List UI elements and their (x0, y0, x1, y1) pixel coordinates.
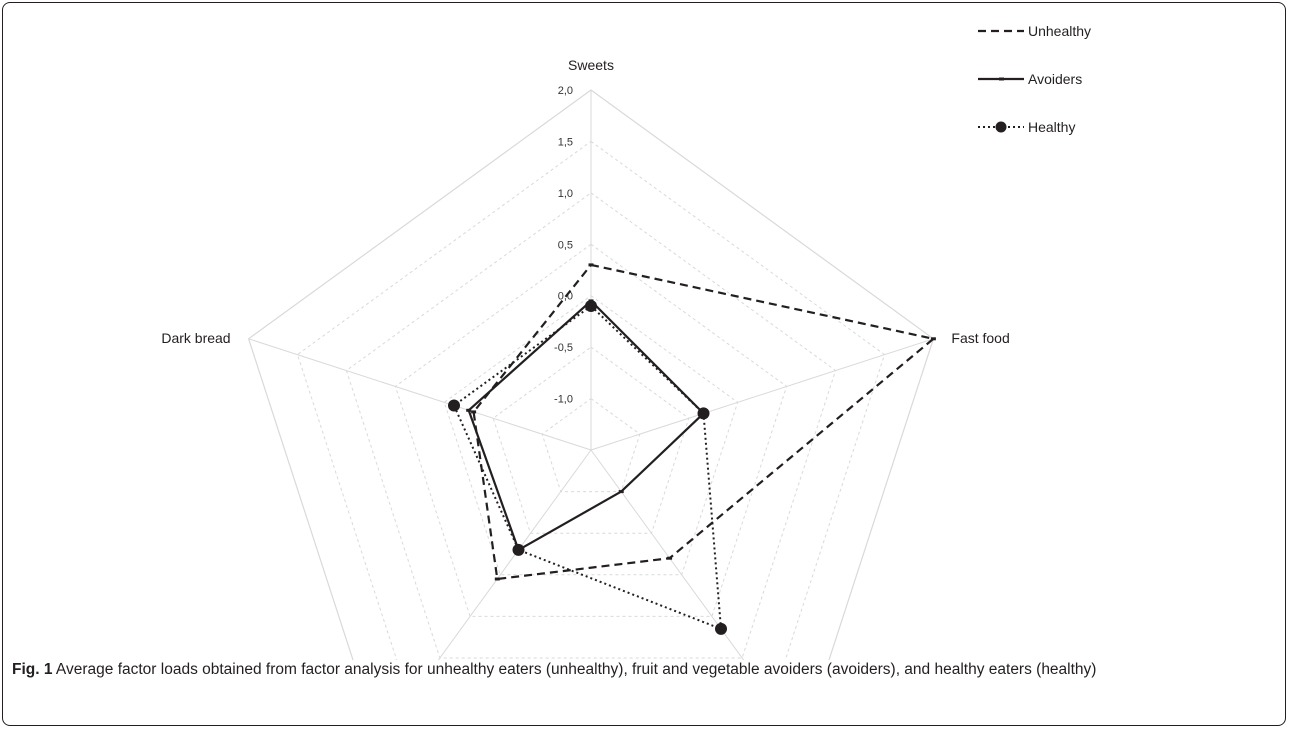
radar-spoke (590, 338, 934, 451)
radar-spoke (590, 449, 745, 660)
axis-label: Fast food (951, 330, 1009, 346)
series-point-healthy (697, 407, 710, 420)
series-point-healthy (448, 399, 460, 412)
radar-spoke (437, 449, 592, 660)
series-line-healthy (453, 305, 722, 630)
radar-spokes (248, 90, 934, 660)
grid-ring (492, 346, 690, 534)
legend-marker (995, 121, 1007, 133)
legend: Unhealthy Avoiders Healthy (978, 23, 1091, 135)
series-point-healthy (512, 543, 525, 556)
tick-label: 0,0 (558, 291, 573, 303)
grid-ring (541, 397, 641, 493)
radar-grid (247, 89, 935, 660)
figure-caption: Fig. 1 Average factor loads obtained fro… (12, 659, 1274, 681)
tick-label: 0,5 (558, 239, 573, 251)
series-point-unhealthy (930, 337, 936, 341)
grid-ring (247, 89, 935, 660)
legend-label-unhealthy: Unhealthy (1028, 23, 1091, 39)
axis-label: Dark bread (161, 330, 230, 346)
figure-caption-text: Average factor loads obtained from facto… (52, 661, 1097, 678)
grid-ring (443, 295, 739, 576)
legend-label-healthy: Healthy (1028, 119, 1075, 135)
series-point-healthy (585, 300, 597, 312)
series-point-unhealthy (471, 410, 477, 414)
radar-series (448, 263, 936, 635)
series-point-unhealthy (667, 556, 673, 560)
series-point-healthy (715, 622, 727, 635)
series-point-avoiders (618, 490, 624, 494)
tick-label: -1,0 (554, 394, 573, 406)
series-line-avoiders (467, 299, 705, 552)
tick-label: 2,0 (558, 85, 573, 97)
radar-tick-labels: -1,0 -0,5 0,0 0,5 1,0 1,5 2,0 (554, 85, 573, 406)
tick-label: 1,5 (558, 136, 573, 148)
radar-spoke (248, 338, 592, 451)
series-point-unhealthy (588, 263, 594, 267)
legend-label-avoiders: Avoiders (1028, 71, 1082, 87)
legend-marker (999, 77, 1004, 81)
series-point-avoiders (466, 408, 472, 412)
tick-label: 1,0 (558, 188, 573, 200)
grid-ring (296, 140, 886, 660)
axis-label: Sweets (568, 57, 614, 73)
series-line-unhealthy (472, 263, 935, 581)
tick-label: -0,5 (554, 342, 573, 354)
series-point-unhealthy (494, 577, 500, 581)
figure-label: Fig. 1 (12, 661, 53, 678)
